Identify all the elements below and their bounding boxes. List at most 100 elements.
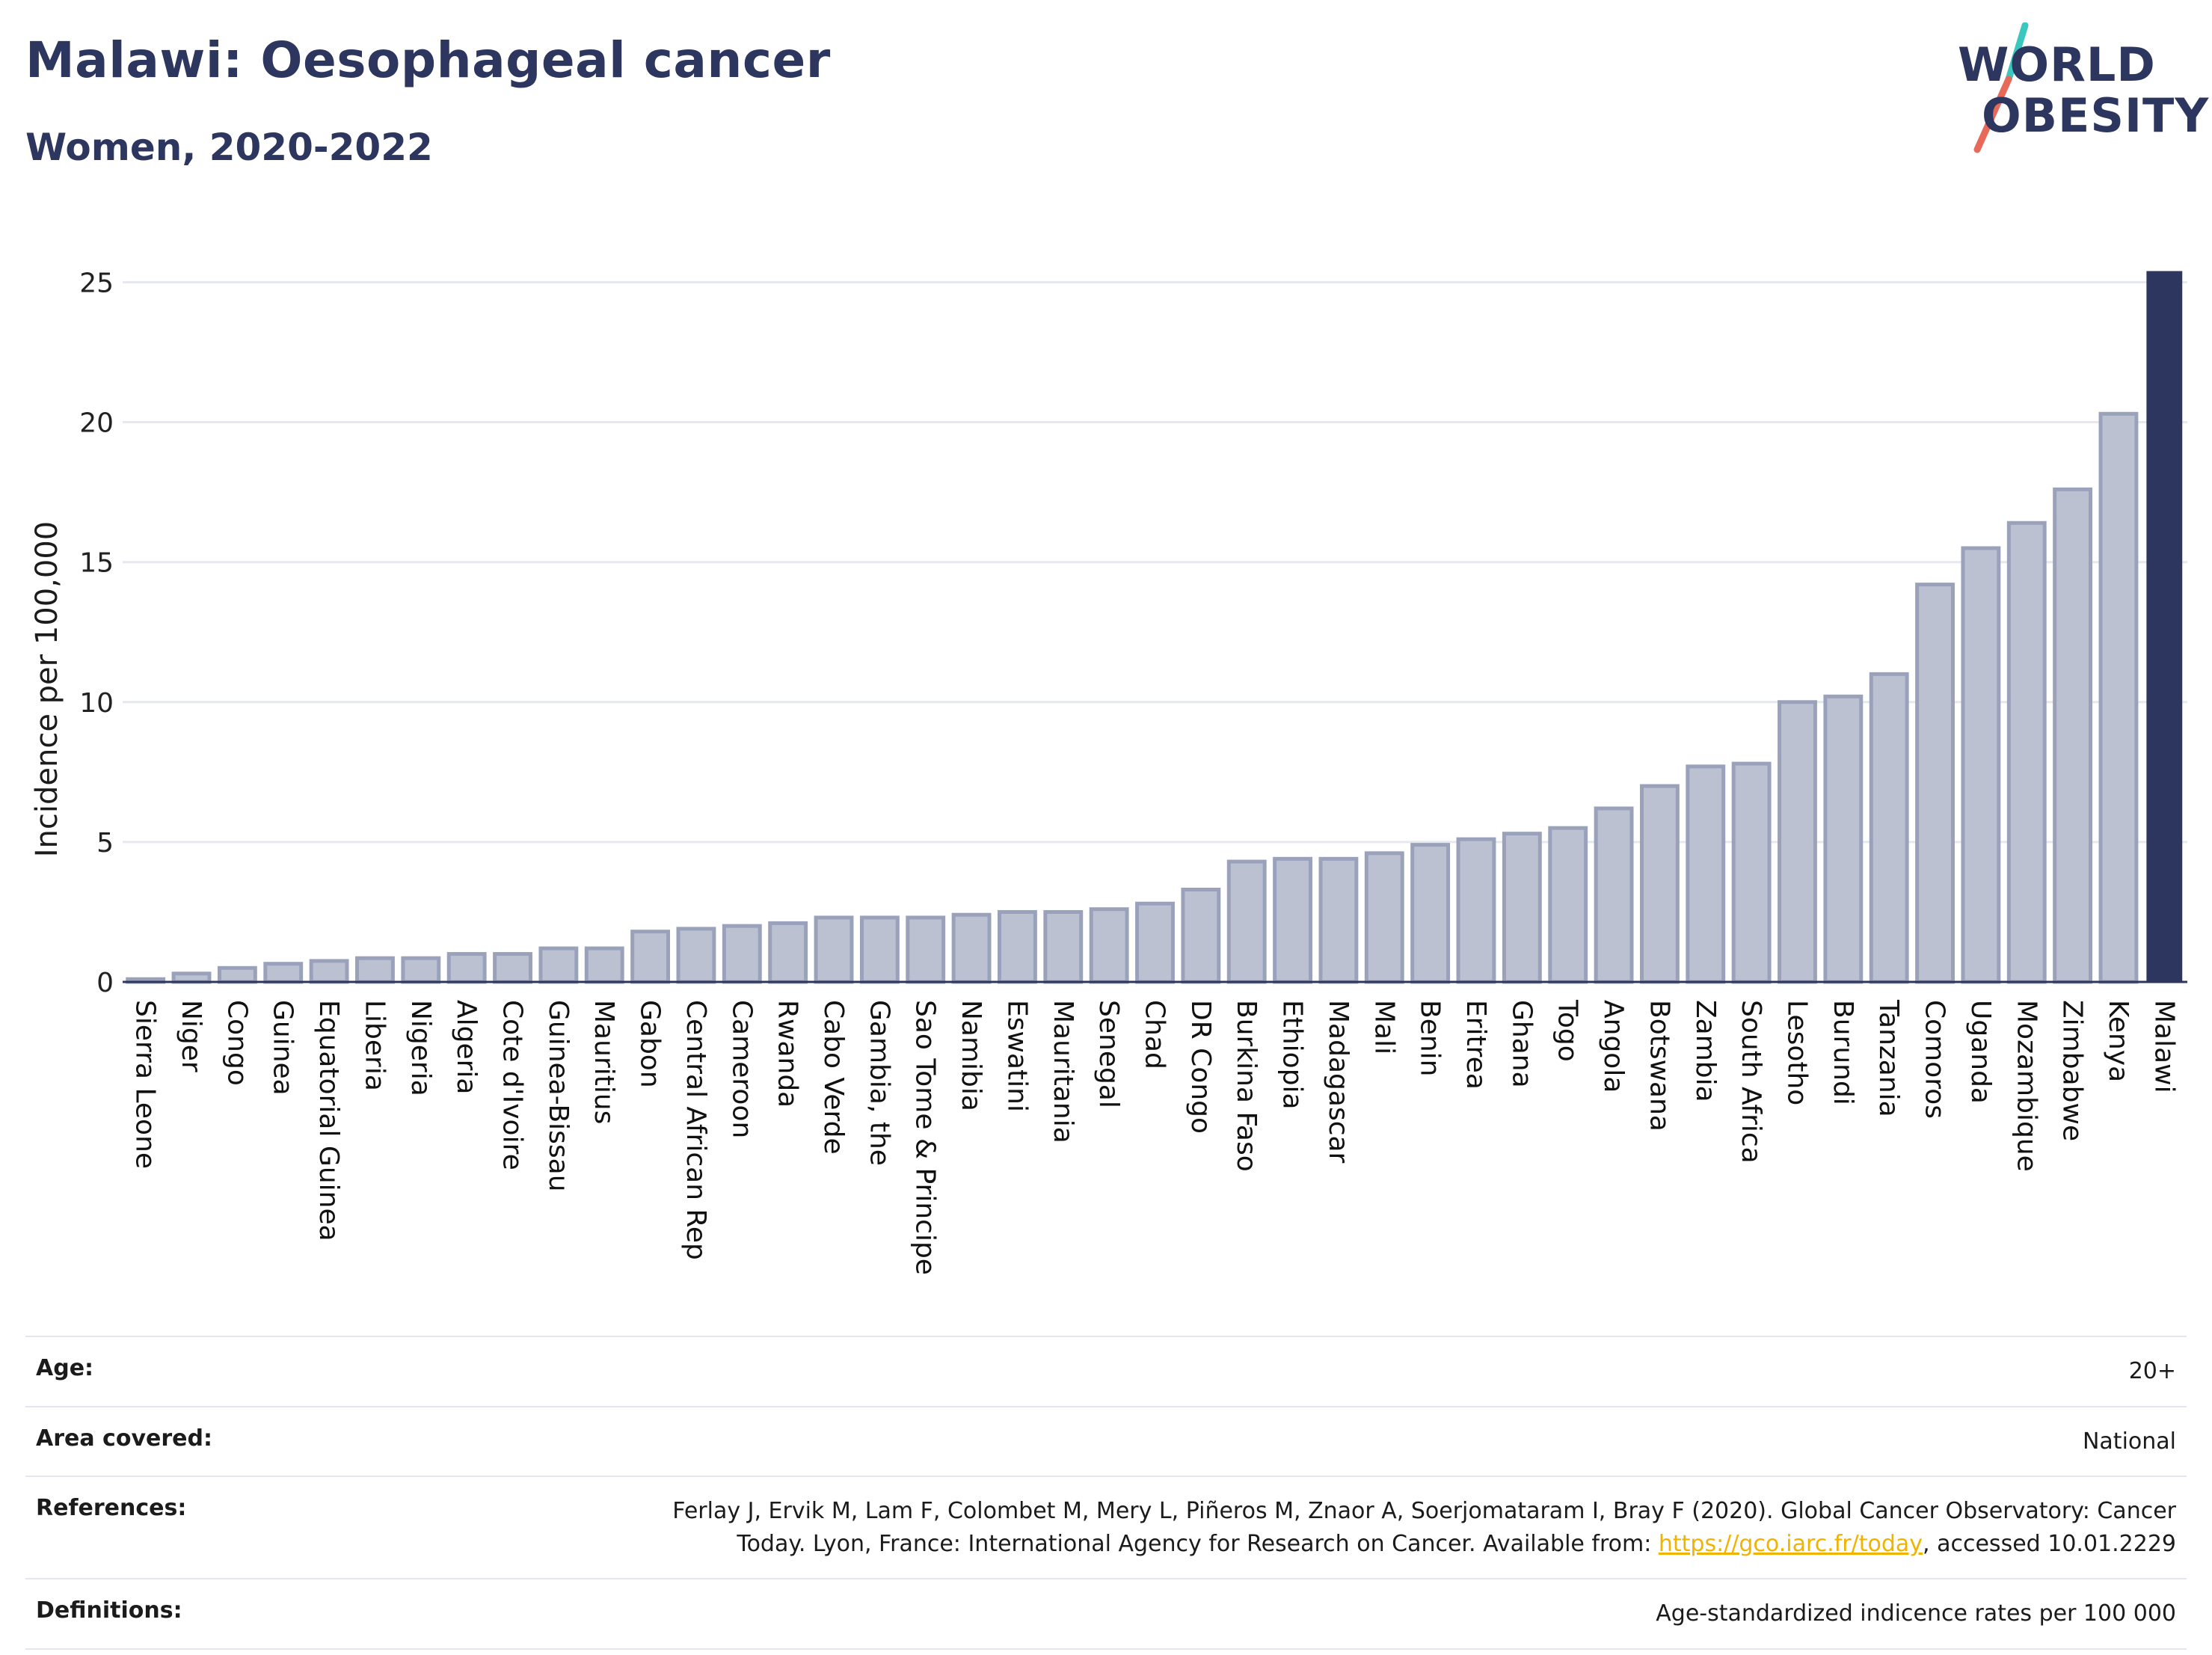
bar-togo — [1548, 826, 1588, 984]
x-tick-label: South Africa — [1736, 1000, 1766, 1164]
x-tick-label: Senegal — [1093, 1000, 1124, 1108]
bar-gabon — [630, 930, 671, 984]
y-tick-label: 25 — [79, 268, 114, 298]
age-label: Age: — [36, 1355, 94, 1381]
bar-rwanda — [768, 921, 808, 984]
bar-senegal — [1089, 907, 1129, 984]
bar-eritrea — [1456, 837, 1496, 984]
world-obesity-logo: WORLD OBESITY — [1944, 22, 2208, 165]
info-row-age: Age: 20+ — [25, 1336, 2187, 1406]
logo-slash-icon — [1973, 22, 2029, 153]
info-table: Age: 20+ Area covered: National Referenc… — [25, 1336, 2187, 1650]
x-tick-label: Cote d'Ivoire — [497, 1000, 528, 1170]
references-text-line1: Ferlay J, Ervik M, Lam F, Colombet M, Me… — [672, 1498, 2176, 1524]
bar-namibia — [951, 912, 992, 984]
y-tick-label: 0 — [96, 968, 114, 998]
x-tick-label: Benin — [1415, 1000, 1446, 1076]
bar-cote-d-ivoire — [493, 952, 532, 984]
bar-madagascar — [1318, 856, 1359, 984]
logo-text-obesity: OBESITY — [1982, 88, 2210, 143]
bar-malawi — [2146, 271, 2183, 982]
x-tick-label: Ghana — [1506, 1000, 1537, 1088]
x-tick-label: Kenya — [2103, 1000, 2133, 1082]
x-tick-label: Botswana — [1644, 1000, 1674, 1132]
bar-mauritius — [584, 946, 624, 984]
bar-nigeria — [401, 956, 441, 984]
x-tick-label: Angola — [1598, 1000, 1629, 1093]
x-tick-label: Eritrea — [1460, 1000, 1491, 1090]
bar-angola — [1594, 806, 1634, 984]
bar-zimbabwe — [2053, 487, 2093, 984]
x-tick-label: Namibia — [956, 1000, 986, 1111]
bar-gambia-the — [859, 915, 900, 984]
bar-benin — [1410, 843, 1451, 984]
x-tick-label: Cameroon — [726, 1000, 757, 1138]
bar-uganda — [1961, 546, 2001, 984]
bar-dr-congo — [1181, 888, 1221, 984]
x-tick-label: Gambia, the — [864, 1000, 894, 1166]
x-tick-label: Niger — [176, 1000, 206, 1072]
x-tick-label: Zimbabwe — [2057, 1000, 2088, 1141]
bar-burkina-faso — [1226, 859, 1267, 984]
x-tick-label: Nigeria — [405, 1000, 436, 1096]
x-tick-label: DR Congo — [1185, 1000, 1216, 1134]
x-tick-label: Burundi — [1828, 1000, 1858, 1105]
x-tick-label: Burkina Faso — [1231, 1000, 1262, 1172]
x-tick-label: Guinea — [268, 1000, 298, 1096]
bars — [126, 271, 2183, 984]
bar-liberia — [355, 956, 395, 984]
x-tick-label: Chad — [1140, 1000, 1170, 1069]
x-tick-label: Rwanda — [772, 1000, 803, 1108]
x-tick-label: Mozambique — [2011, 1000, 2042, 1172]
bar-chad — [1135, 901, 1175, 984]
bar-mauritania — [1043, 909, 1084, 984]
references-label: References: — [36, 1495, 187, 1521]
chart-subtitle: Women, 2020-2022 — [25, 126, 433, 169]
x-tick-label: Lesotho — [1781, 1000, 1812, 1105]
bar-lesotho — [1778, 700, 1817, 984]
references-text-accessed: , accessed 10.01.2229 — [1923, 1530, 2176, 1557]
bar-chart: 0 5 10 15 20 25 Sierra Leone Niger Congo Guinea E… — [30, 268, 2187, 1275]
x-tick-label: Madagascar — [1323, 1000, 1354, 1164]
area-value: National — [2082, 1428, 2176, 1455]
bar-mali — [1364, 851, 1404, 984]
definitions-label: Definitions: — [36, 1597, 182, 1624]
bar-ghana — [1502, 832, 1542, 984]
x-axis-labels: Sierra Leone Niger Congo Guinea Equatorial G… — [130, 999, 2180, 1275]
x-tick-label: Comoros — [1920, 1000, 1950, 1119]
bar-niger — [171, 971, 212, 984]
x-tick-label: Mali — [1368, 1000, 1399, 1054]
age-value: 20+ — [2128, 1358, 2176, 1384]
bar-congo — [217, 965, 257, 984]
x-tick-label: Ethiopia — [1277, 1000, 1308, 1110]
bar-zambia — [1686, 764, 1726, 984]
x-tick-label: Liberia — [359, 1000, 390, 1091]
logo-text-world: WORLD — [1958, 37, 2156, 92]
x-tick-label: Equatorial Guinea — [313, 1000, 344, 1241]
x-tick-label: Congo — [221, 1000, 252, 1086]
bar-comoros — [1915, 583, 1955, 984]
area-label: Area covered: — [36, 1425, 212, 1452]
bar-burundi — [1823, 694, 1864, 984]
x-tick-label: Cabo Verde — [818, 1000, 849, 1155]
x-tick-label: Uganda — [1965, 1000, 1996, 1104]
bar-botswana — [1639, 784, 1680, 984]
x-tick-label: Central African Rep — [681, 1000, 711, 1260]
x-tick-label: Gabon — [635, 1000, 666, 1088]
bar-central-african-rep — [676, 927, 716, 984]
bar-equatorial-guinea — [309, 959, 349, 984]
bar-guinea-bissau — [538, 946, 579, 984]
info-row-area: Area covered: National — [25, 1405, 2187, 1476]
y-tick-label: 20 — [79, 408, 114, 439]
references-text-line2: Today. Lyon, France: International Agenc… — [737, 1530, 1659, 1557]
x-tick-label: Sierra Leone — [130, 1000, 161, 1169]
bar-guinea — [263, 962, 304, 984]
x-tick-label: Mauritius — [589, 1000, 619, 1124]
info-row-references: References: Ferlay J, Ervik M, Lam F, Co… — [25, 1476, 2187, 1578]
bar-kenya — [2098, 411, 2139, 984]
x-tick-label: Eswatini — [1001, 1000, 1032, 1112]
bar-eswatini — [998, 909, 1037, 984]
x-tick-label: Algeria — [451, 1000, 482, 1095]
bar-cabo-verde — [814, 915, 854, 984]
references-link[interactable]: https://gco.iarc.fr/today — [1658, 1530, 1923, 1557]
